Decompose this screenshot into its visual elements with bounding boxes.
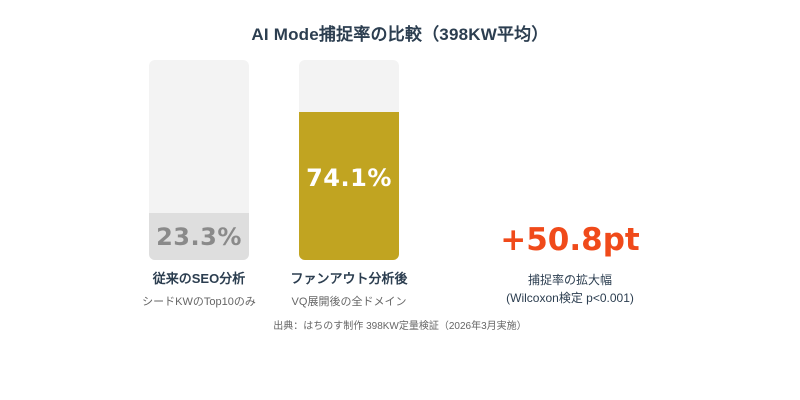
source-note: 出典：はちのす制作 398KW定量検証（2026年3月実施）: [273, 321, 527, 332]
delta-value: +50.8pt: [500, 222, 640, 258]
bar-track-seo: 23.3%: [149, 60, 249, 260]
bar-subcategory-seo: シードKWのTop10のみ: [142, 296, 256, 308]
bar-value-seo: 23.3%: [156, 223, 242, 251]
delta-label: 捕捉率の拡大幅: [527, 273, 612, 287]
bar-track-fanout: 74.1%: [299, 60, 399, 260]
bar-fill-seo: [149, 213, 249, 260]
bar-label-fanout: ファンアウト分析後 VQ展開後の全ドメイン: [259, 268, 439, 309]
chart-title: AI Mode捕捉率の比較（398KW平均）: [251, 25, 549, 44]
bar-subcategory-fanout: VQ展開後の全ドメイン: [291, 296, 407, 308]
bar-value-fanout: 74.1%: [306, 164, 392, 192]
bar-category-seo: 従来のSEO分析: [152, 271, 246, 286]
bar-category-fanout: ファンアウト分析後: [290, 271, 408, 286]
delta-note: (Wilcoxon検定 p<0.001): [506, 291, 634, 305]
delta-caption: 捕捉率の拡大幅 (Wilcoxon検定 p<0.001): [470, 271, 670, 307]
bar-label-seo: 従来のSEO分析 シードKWのTop10のみ: [109, 268, 289, 309]
bar-fill-fanout: [299, 112, 399, 260]
